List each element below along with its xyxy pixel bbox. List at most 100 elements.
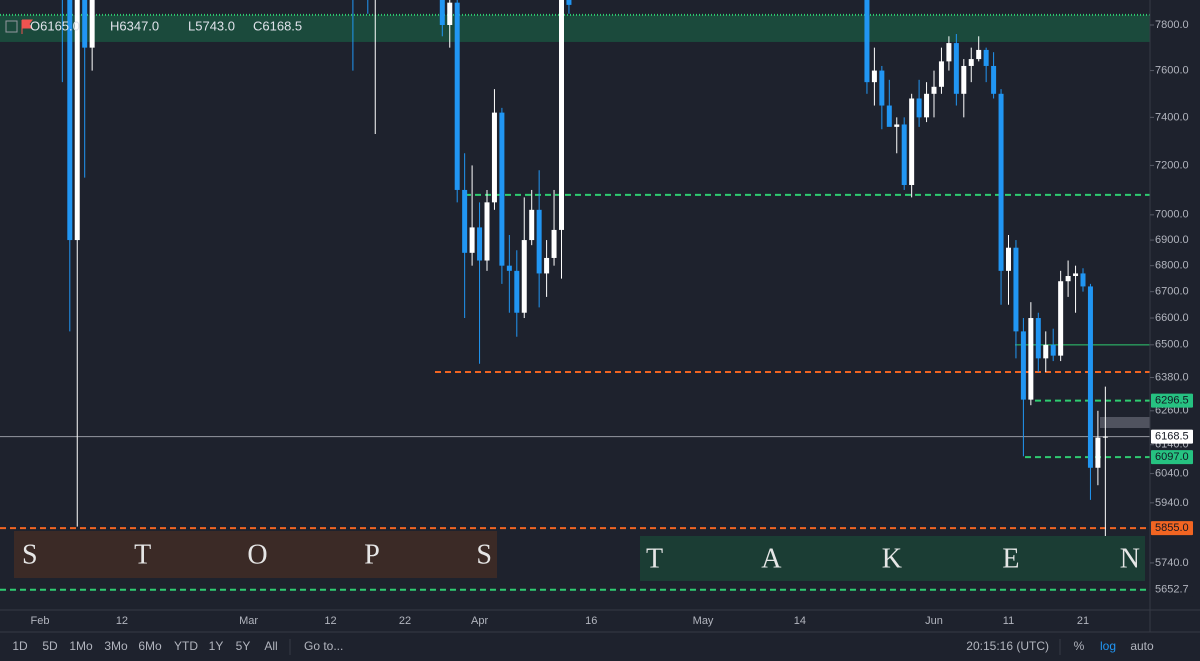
- candle-body: [566, 0, 572, 5]
- x-tick-label: Mar: [239, 615, 258, 627]
- candle-body: [1013, 247, 1019, 332]
- candle-body: [82, 0, 88, 48]
- y-tick-label: 7800.0: [1155, 19, 1189, 31]
- y-tick-label: 6500.0: [1155, 339, 1189, 351]
- candle-body: [953, 43, 959, 94]
- price-tag-label: 6168.5: [1155, 431, 1189, 443]
- y-tick-label: 7400.0: [1155, 111, 1189, 123]
- price-tag-label: 5855.0: [1155, 522, 1189, 534]
- annotation-box: [14, 531, 497, 578]
- candle-body: [931, 86, 937, 94]
- candle-body: [454, 2, 460, 190]
- price-tag: [1151, 582, 1193, 597]
- candle-body: [968, 59, 974, 66]
- candle-body: [529, 209, 535, 241]
- y-tick-label: 5740.0: [1155, 557, 1189, 569]
- candle-body: [477, 227, 483, 261]
- selection: [1100, 417, 1150, 428]
- range-button[interactable]: YTD: [174, 639, 198, 653]
- candle-body: [1050, 344, 1056, 356]
- plot: [0, 0, 1150, 591]
- log-button[interactable]: log: [1100, 639, 1116, 653]
- price-tag-label: 6296.5: [1155, 395, 1189, 407]
- range-button[interactable]: 5Y: [236, 639, 251, 653]
- range-button[interactable]: 1D: [12, 639, 28, 653]
- range-button[interactable]: 1Mo: [69, 639, 93, 653]
- candle-body: [484, 202, 490, 261]
- candle-body: [536, 209, 542, 274]
- percent-button[interactable]: %: [1074, 639, 1085, 653]
- candle-body: [938, 61, 944, 87]
- range-button[interactable]: 1Y: [209, 639, 224, 653]
- candle-body: [886, 105, 892, 127]
- y-tick-label: 6800.0: [1155, 260, 1189, 272]
- range-button[interactable]: 5D: [42, 639, 58, 653]
- price-tag: [1151, 429, 1193, 444]
- x-tick-label: 16: [585, 615, 597, 627]
- x-tick-label: 11: [1003, 615, 1014, 627]
- x-tick-label: 12: [116, 615, 128, 627]
- candle-body: [462, 189, 468, 253]
- range-button[interactable]: 6Mo: [138, 639, 162, 653]
- x-tick-label: Feb: [31, 615, 50, 627]
- candle-body: [1035, 318, 1041, 359]
- candle-body: [499, 112, 505, 266]
- candle-body: [506, 265, 512, 271]
- x-tick-label: 21: [1077, 615, 1089, 627]
- candle-body: [514, 270, 520, 313]
- annotation-box: [640, 536, 1145, 581]
- candle-body: [447, 2, 453, 26]
- x-tick-label: Apr: [471, 615, 488, 627]
- y-tick-label: 7200.0: [1155, 159, 1189, 171]
- x-tick-label: Jun: [925, 615, 943, 627]
- clock: 20:15:16 (UTC): [966, 639, 1049, 653]
- candle-body: [1058, 281, 1064, 356]
- range-button[interactable]: All: [264, 639, 277, 653]
- candle-body: [901, 124, 907, 186]
- price-tag-label: 5652.7: [1155, 584, 1189, 596]
- candle-body: [924, 93, 930, 118]
- range-button[interactable]: 3Mo: [104, 639, 128, 653]
- flag-icon[interactable]: [21, 19, 33, 34]
- y-tick-label: 6900.0: [1155, 234, 1189, 246]
- candle-body: [909, 98, 915, 186]
- x-tick-label: May: [693, 615, 714, 627]
- x-tick-label: 12: [324, 615, 336, 627]
- candle-body: [67, 0, 73, 241]
- candle-body: [439, 0, 445, 26]
- ohlc-value: L5743.0: [188, 18, 235, 33]
- y-tick-label: 7600.0: [1155, 64, 1189, 76]
- candle-body: [976, 49, 982, 60]
- ohlc-value: C6168.5: [253, 18, 302, 33]
- y-tick-label: 6700.0: [1155, 286, 1189, 298]
- candle-body: [1073, 273, 1079, 277]
- ohlc-value: O6165.0: [30, 18, 80, 33]
- candle-body: [1102, 436, 1108, 438]
- candle-body: [916, 98, 922, 118]
- y-tick-label: 7000.0: [1155, 209, 1189, 221]
- candle-body: [1020, 331, 1026, 400]
- y-tick-label: 6040.0: [1155, 467, 1189, 479]
- zone: [0, 14, 1150, 42]
- candle-body: [469, 227, 475, 253]
- y-tick-label: 5940.0: [1155, 497, 1189, 509]
- candle-body: [1006, 247, 1011, 271]
- goto-button[interactable]: Go to...: [304, 639, 343, 653]
- candle-body: [1080, 273, 1086, 287]
- y-tick-label: 6260.0: [1155, 405, 1189, 417]
- icon[interactable]: [5, 20, 18, 33]
- candle-body: [946, 43, 952, 62]
- candle-body: [1043, 344, 1049, 359]
- auto-button[interactable]: auto: [1130, 639, 1154, 653]
- candle-body: [864, 0, 870, 83]
- candle-body: [559, 0, 564, 230]
- price-tag: [1151, 450, 1193, 465]
- candle-body: [1095, 437, 1101, 468]
- candle-body: [89, 0, 95, 48]
- price-tag-label: 6097.0: [1155, 451, 1189, 463]
- y-tick-label: 6380.0: [1155, 371, 1189, 383]
- ohlc-value: H6347.0: [110, 18, 159, 33]
- candle-body: [871, 70, 877, 83]
- x-tick-label: 14: [794, 615, 806, 627]
